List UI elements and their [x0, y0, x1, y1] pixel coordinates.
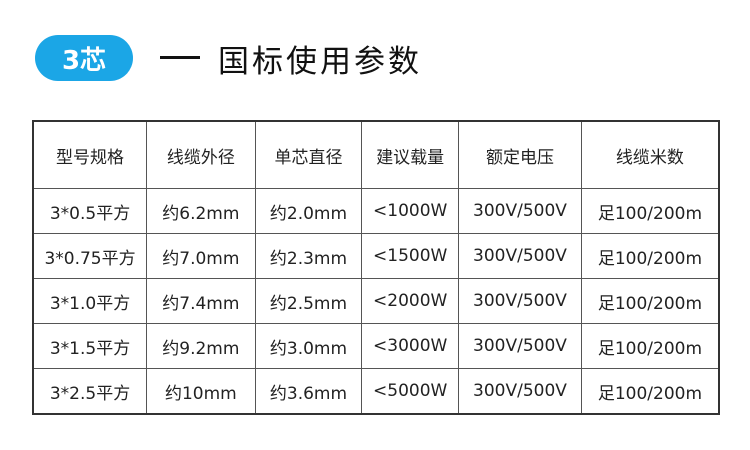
table-cell: 约9.2mm [146, 323, 256, 369]
table-cell: 足100/200m [580, 233, 720, 279]
table-cell: <1000W [361, 188, 460, 234]
core-count-badge: 3芯 [35, 35, 133, 81]
table-cell: <3000W [361, 323, 460, 369]
table-cell: 300V/500V [458, 233, 582, 279]
table-cell: 约3.6mm [254, 368, 363, 415]
table-cell: 足100/200m [580, 323, 720, 369]
table-cell: <2000W [361, 278, 460, 324]
table-cell: 约3.0mm [254, 323, 363, 369]
table-cell: 约6.2mm [146, 188, 256, 234]
table-cell: <1500W [361, 233, 460, 279]
table-cell: <5000W [361, 368, 460, 415]
table-cell: 300V/500V [458, 278, 582, 324]
table-row: 3*1.5平方 约9.2mm 约3.0mm <3000W 300V/500V 足100/2… [32, 323, 720, 369]
column-header: 线缆米数 [580, 120, 720, 189]
table-row: 3*0.75平方 约7.0mm 约2.3mm <1500W 300V/500V 足100/… [32, 233, 720, 279]
table-cell: 约2.0mm [254, 188, 363, 234]
title-dash [160, 56, 200, 59]
table-cell: 约7.0mm [146, 233, 256, 279]
table-cell: 约2.3mm [254, 233, 363, 279]
table-cell: 3*2.5平方 [32, 368, 148, 415]
table-cell: 300V/500V [458, 188, 582, 234]
spec-table: 型号规格 线缆外径 单芯直径 建议载量 额定电压 线缆米数 3*0.5平方 约6.2mm 约2… [32, 120, 720, 415]
table-cell: 3*1.0平方 [32, 278, 148, 324]
column-header: 型号规格 [32, 120, 148, 189]
column-header: 线缆外径 [146, 120, 256, 189]
table-cell: 3*0.75平方 [32, 233, 148, 279]
table-cell: 约2.5mm [254, 278, 363, 324]
table-cell: 3*1.5平方 [32, 323, 148, 369]
table-row: 3*2.5平方 约10mm 约3.6mm <5000W 300V/500V 足100/20… [32, 368, 720, 415]
table-header-row: 型号规格 线缆外径 单芯直径 建议载量 额定电压 线缆米数 [32, 120, 720, 189]
table-cell: 约7.4mm [146, 278, 256, 324]
column-header: 单芯直径 [254, 120, 363, 189]
column-header: 额定电压 [458, 120, 582, 189]
table-cell: 足100/200m [580, 368, 720, 415]
table-cell: 3*0.5平方 [32, 188, 148, 234]
table-cell: 300V/500V [458, 323, 582, 369]
table-row: 3*0.5平方 约6.2mm 约2.0mm <1000W 300V/500V 足100/2… [32, 188, 720, 234]
page-title: 国标使用参数 [218, 44, 422, 80]
table-row: 3*1.0平方 约7.4mm 约2.5mm <2000W 300V/500V 足100/2… [32, 278, 720, 324]
table-cell: 约10mm [146, 368, 256, 415]
column-header: 建议载量 [361, 120, 460, 189]
table-cell: 300V/500V [458, 368, 582, 415]
table-cell: 足100/200m [580, 278, 720, 324]
table-cell: 足100/200m [580, 188, 720, 234]
